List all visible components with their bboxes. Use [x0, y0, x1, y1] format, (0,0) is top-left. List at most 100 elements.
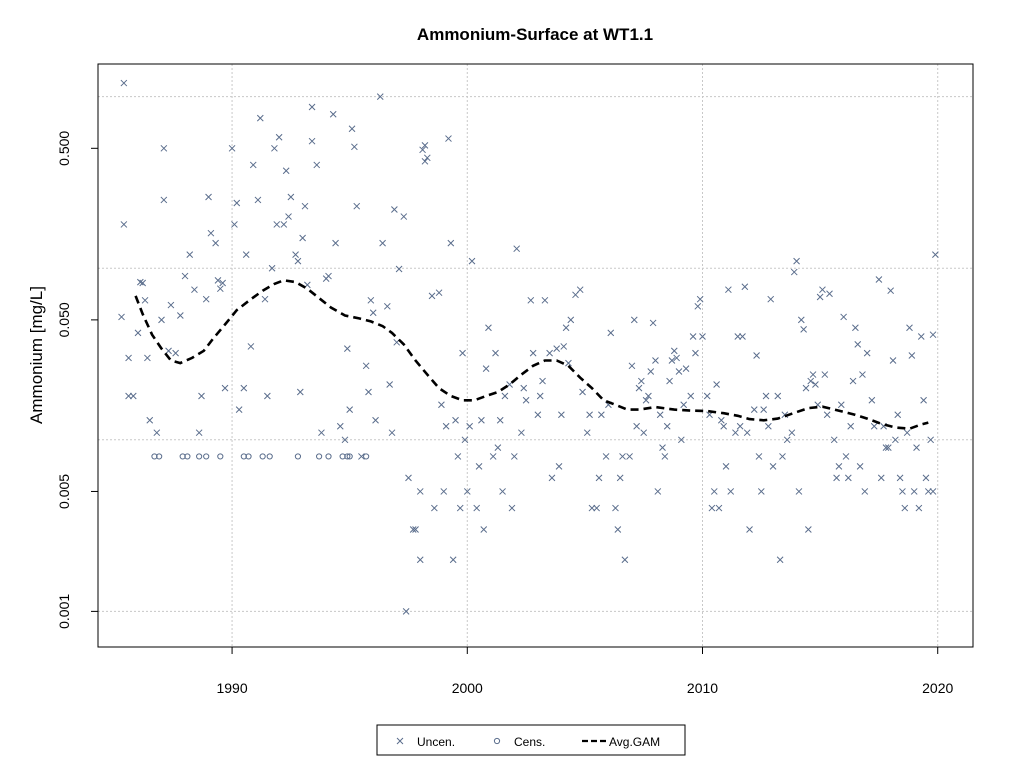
- uncensored-point: [699, 333, 706, 340]
- uncensored-point: [313, 161, 321, 169]
- uncensored-point: [134, 329, 142, 337]
- censored-point: [266, 453, 273, 460]
- uncensored-point: [856, 463, 864, 470]
- uncensored-point: [889, 357, 897, 364]
- uncensored-point: [294, 257, 302, 265]
- uncensored-point: [840, 313, 847, 321]
- uncensored-point: [746, 526, 753, 533]
- uncensored-point: [906, 324, 913, 332]
- uncensored-point: [391, 206, 398, 213]
- uncensored-point: [892, 436, 899, 444]
- uncensored-point: [367, 296, 375, 304]
- uncensored-point: [654, 488, 662, 495]
- uncensored-point: [494, 444, 502, 452]
- uncensored-point: [647, 368, 655, 375]
- uncensored-point: [205, 193, 212, 201]
- uncensored-point: [541, 296, 549, 304]
- uncensored-point: [741, 283, 749, 291]
- uncensored-point: [492, 349, 499, 357]
- uncensored-point: [372, 416, 379, 424]
- uncensored-point: [395, 265, 403, 273]
- uncensored-point: [642, 396, 650, 404]
- uncensored-point: [212, 239, 219, 247]
- legend-label-uncen: Uncen.: [417, 735, 455, 749]
- uncensored-point: [767, 295, 775, 303]
- uncensored-point: [779, 453, 786, 460]
- uncensored-point: [802, 384, 810, 392]
- uncensored-point: [727, 488, 735, 495]
- uncensored-point: [416, 556, 424, 564]
- uncensored-point: [120, 221, 128, 228]
- uncensored-point: [141, 296, 149, 304]
- uncensored-point: [612, 504, 619, 512]
- uncensored-point: [202, 295, 210, 303]
- uncensored-point: [753, 352, 760, 359]
- uncensored-point: [896, 474, 904, 482]
- uncensored-point: [548, 474, 556, 482]
- legend-box: [376, 724, 686, 756]
- uncensored-point: [682, 365, 690, 372]
- uncensored-point: [329, 110, 337, 118]
- uncensored-point: [736, 422, 744, 430]
- uncensored-point: [663, 422, 671, 430]
- uncensored-point: [847, 422, 855, 430]
- uncensored-point: [819, 286, 826, 294]
- censored-point: [196, 453, 203, 460]
- y-tick-label: 0.001: [56, 594, 72, 629]
- uncensored-point: [788, 429, 796, 437]
- uncensored-point: [280, 221, 288, 228]
- uncensored-point: [376, 93, 384, 101]
- uncensored-point: [508, 504, 516, 512]
- uncensored-point: [231, 221, 238, 228]
- uncensored-point: [708, 504, 716, 512]
- uncensored-point: [271, 144, 278, 152]
- uncensored-point: [619, 453, 626, 460]
- uncensored-point: [793, 257, 800, 265]
- uncensored-point: [423, 154, 431, 162]
- uncensored-point: [386, 381, 394, 388]
- uncensored-point: [480, 526, 488, 533]
- uncensored-point: [308, 103, 316, 111]
- uncensored-point: [139, 279, 147, 287]
- uncensored-point: [539, 377, 546, 385]
- uncensored-point: [607, 329, 615, 337]
- uncensored-point: [877, 474, 885, 482]
- uncensored-point: [475, 463, 483, 470]
- uncensored-point: [456, 504, 464, 512]
- uncensored-point: [760, 406, 768, 413]
- uncensored-point: [795, 488, 803, 495]
- uncensored-point: [489, 453, 497, 460]
- censored-point: [294, 453, 302, 460]
- uncensored-point: [715, 504, 723, 512]
- uncensored-point: [146, 416, 154, 424]
- uncensored-point: [172, 349, 179, 357]
- uncensored-point: [318, 429, 325, 437]
- uncensored-point: [908, 352, 916, 359]
- plot-border: [97, 63, 974, 648]
- uncensored-point: [673, 354, 680, 362]
- uncensored-point: [268, 264, 276, 272]
- uncensored-point: [694, 302, 702, 310]
- uncensored-point: [922, 474, 930, 482]
- uncensored-point: [626, 453, 633, 460]
- uncensored-point: [929, 488, 937, 495]
- gam-trend-line: [134, 278, 929, 431]
- uncensored-point: [473, 504, 481, 512]
- uncensored-point: [485, 324, 492, 332]
- uncensored-point: [336, 422, 344, 430]
- uncensored-point: [165, 347, 172, 355]
- uncensored-point: [348, 125, 356, 133]
- uncensored-point: [459, 349, 466, 357]
- uncensored-point: [555, 463, 563, 470]
- legend-x-marker: [396, 737, 404, 745]
- uncensored-point: [240, 384, 248, 392]
- uncensored-point: [593, 504, 601, 512]
- uncensored-point: [282, 167, 290, 175]
- uncensored-point: [153, 429, 161, 437]
- uncensored-point: [899, 488, 906, 495]
- censored-point: [184, 453, 191, 460]
- uncensored-point: [739, 333, 746, 340]
- uncensored-point: [750, 406, 758, 413]
- uncensored-point: [677, 436, 685, 444]
- uncensored-point: [431, 504, 438, 512]
